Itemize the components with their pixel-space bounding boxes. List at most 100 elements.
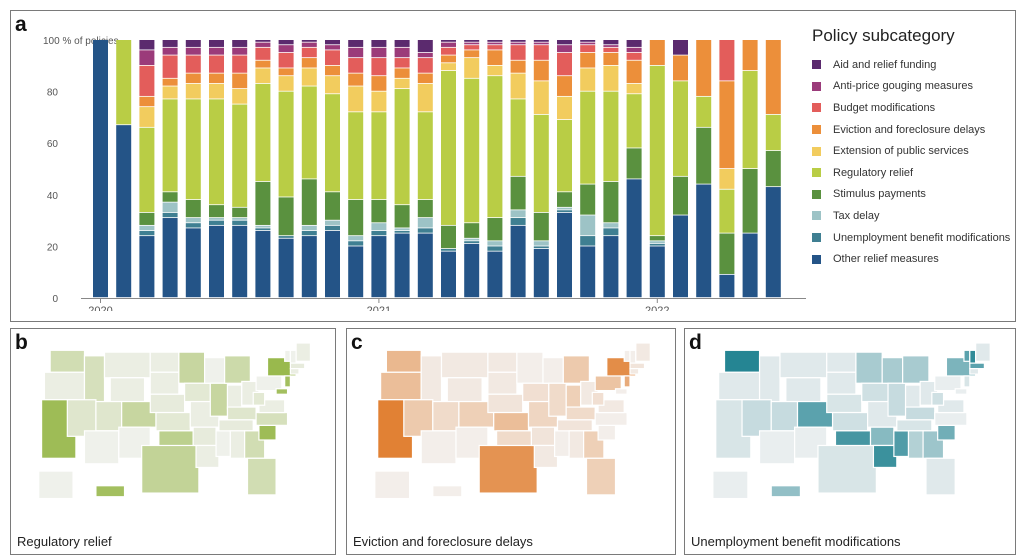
bar-segment (348, 236, 364, 241)
state-tx (478, 444, 538, 494)
bar-segment (139, 225, 155, 231)
state-hi (770, 485, 802, 498)
bar-segment (557, 76, 572, 96)
state-or (43, 371, 86, 401)
state-il (887, 382, 907, 417)
bar-segment (557, 119, 572, 192)
state-in (565, 384, 582, 410)
bar-segment (394, 233, 410, 298)
y-axis-label: % of policies (60, 36, 119, 47)
legend-label: Other relief measures (833, 253, 939, 266)
bar-segment (487, 42, 503, 45)
bar-segment (232, 55, 248, 73)
state-va (597, 399, 625, 414)
state-al (229, 430, 246, 459)
bar-segment (232, 40, 248, 47)
state-id (758, 355, 781, 406)
bar-segment (719, 274, 735, 298)
bar-segment (557, 52, 572, 76)
bar-segment (580, 68, 596, 91)
state-ne (487, 393, 524, 414)
state-sc (258, 424, 277, 441)
bar-segment (139, 96, 155, 107)
bar-segment (580, 246, 596, 298)
bar-segment (487, 218, 503, 241)
bar-segment (580, 91, 596, 184)
bar-segment (580, 40, 596, 42)
bar-segment (185, 228, 201, 298)
bar-segment (371, 76, 387, 91)
state-ks (831, 411, 869, 432)
state-nd (826, 351, 857, 373)
bar-segment (325, 76, 340, 94)
state-tn (556, 419, 593, 432)
state-ia (183, 382, 211, 403)
bar-segment (278, 45, 294, 53)
state-tn (896, 419, 933, 432)
bar-segment (626, 40, 642, 47)
legend-label: Stimulus payments (833, 188, 926, 201)
state-ky (904, 406, 936, 421)
bar-segment (696, 184, 712, 298)
state-ut (770, 400, 799, 432)
state-vt (623, 349, 631, 362)
bar-segment (464, 42, 480, 45)
bar-segment (487, 246, 503, 251)
state-ct (629, 368, 640, 375)
stacked-bar-chart: 100 % of policies 80 60 40 20 0 2020 2021 2022 (43, 36, 806, 311)
y-tick-label: 80 (47, 88, 59, 99)
bar-segment (93, 40, 108, 298)
state-in (904, 384, 921, 410)
bar-segment (278, 40, 294, 45)
state-me (295, 342, 312, 362)
bar-segment (325, 225, 340, 231)
bar-segment (533, 248, 549, 298)
bar-segment (255, 230, 271, 298)
bar-segment (626, 83, 642, 94)
bar-segment (696, 127, 712, 184)
bar-segment (742, 169, 758, 233)
legend-swatch (812, 233, 821, 243)
bar-segment (278, 91, 294, 197)
bar-segment (162, 192, 178, 202)
bar-segment (325, 220, 340, 225)
bar-segment (603, 236, 619, 298)
bar-segment (162, 99, 178, 192)
bar-segment (580, 184, 596, 215)
bar-segment (441, 42, 456, 47)
bar-segment (255, 225, 271, 228)
state-sc (597, 424, 617, 441)
state-va (937, 399, 965, 414)
bar-segment (580, 42, 596, 45)
state-ks (493, 411, 530, 432)
legend-swatch (812, 60, 821, 70)
legend-swatch (812, 125, 821, 135)
legend-swatch (812, 81, 821, 91)
x-tick-label: 2022 (645, 305, 669, 311)
state-al (568, 430, 585, 459)
legend-label: Tax delay (833, 209, 880, 222)
bar-segment (533, 241, 549, 246)
state-il (209, 382, 229, 417)
bar-segment (209, 55, 224, 73)
bar-segment (301, 236, 317, 298)
bar-segment (301, 225, 317, 231)
bar-segment (464, 78, 480, 223)
state-az (83, 430, 120, 465)
bar-segment (603, 52, 619, 65)
bar-segment (209, 73, 224, 84)
bar-segment (603, 45, 619, 47)
state-ia (861, 382, 889, 403)
map-caption: Eviction and foreclosure delays (353, 534, 533, 549)
state-ar (869, 426, 895, 447)
bar-segment (185, 223, 201, 228)
state-mi (224, 355, 251, 384)
panel-letter-b: b (15, 331, 28, 354)
bar-segment (232, 220, 248, 225)
state-mt (440, 351, 489, 379)
state-ct (969, 368, 980, 375)
state-nh (629, 349, 637, 364)
bar-segment (487, 45, 503, 50)
bar-segment (557, 210, 572, 213)
state-ar (530, 426, 556, 447)
